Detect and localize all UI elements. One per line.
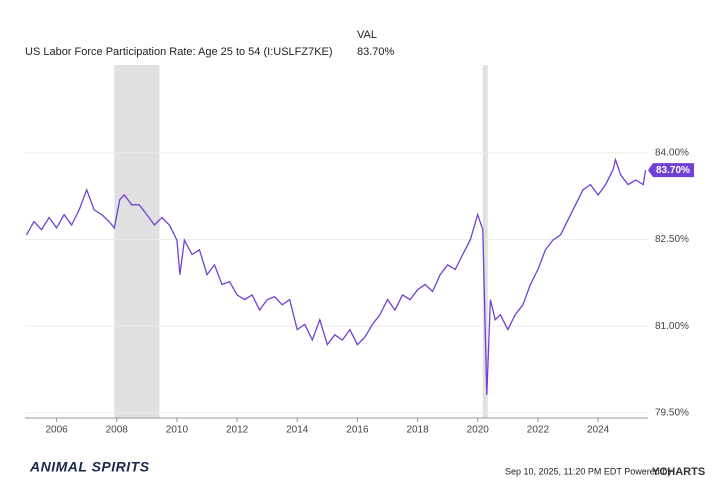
- logo: ANIMAL SPIRITS: [29, 459, 150, 475]
- end-tag: [648, 163, 694, 178]
- x-tick-label: 2022: [527, 425, 550, 436]
- x-tick-label: 2016: [346, 425, 369, 436]
- y-tick-label: 84.00%: [655, 147, 689, 158]
- header-column: VAL: [357, 29, 377, 41]
- y-tick-label: 79.50%: [655, 407, 689, 418]
- end-tag-label: 83.70%: [656, 165, 690, 176]
- x-tick-label: 2006: [45, 425, 68, 436]
- header-value: 83.70%: [357, 46, 395, 58]
- y-tick-label: 82.50%: [655, 234, 689, 245]
- x-tick-label: 2008: [106, 425, 129, 436]
- recession-band: [114, 65, 160, 418]
- x-tick-label: 2018: [406, 425, 429, 436]
- x-tick-label: 2014: [286, 425, 309, 436]
- recession-band: [482, 65, 488, 418]
- timestamp: Sep 10, 2025, 11:20 PM EDT Powered by: [505, 466, 672, 476]
- series-name: US Labor Force Participation Rate: Age 2…: [25, 46, 333, 58]
- y-tick-label: 81.00%: [655, 321, 689, 332]
- series-line: [25, 157, 647, 395]
- x-tick-label: 2020: [467, 425, 490, 436]
- x-tick-label: 2010: [166, 425, 189, 436]
- brand: YCHARTS: [652, 466, 705, 478]
- x-tick-label: 2012: [226, 425, 249, 436]
- x-tick-label: 2024: [587, 425, 610, 436]
